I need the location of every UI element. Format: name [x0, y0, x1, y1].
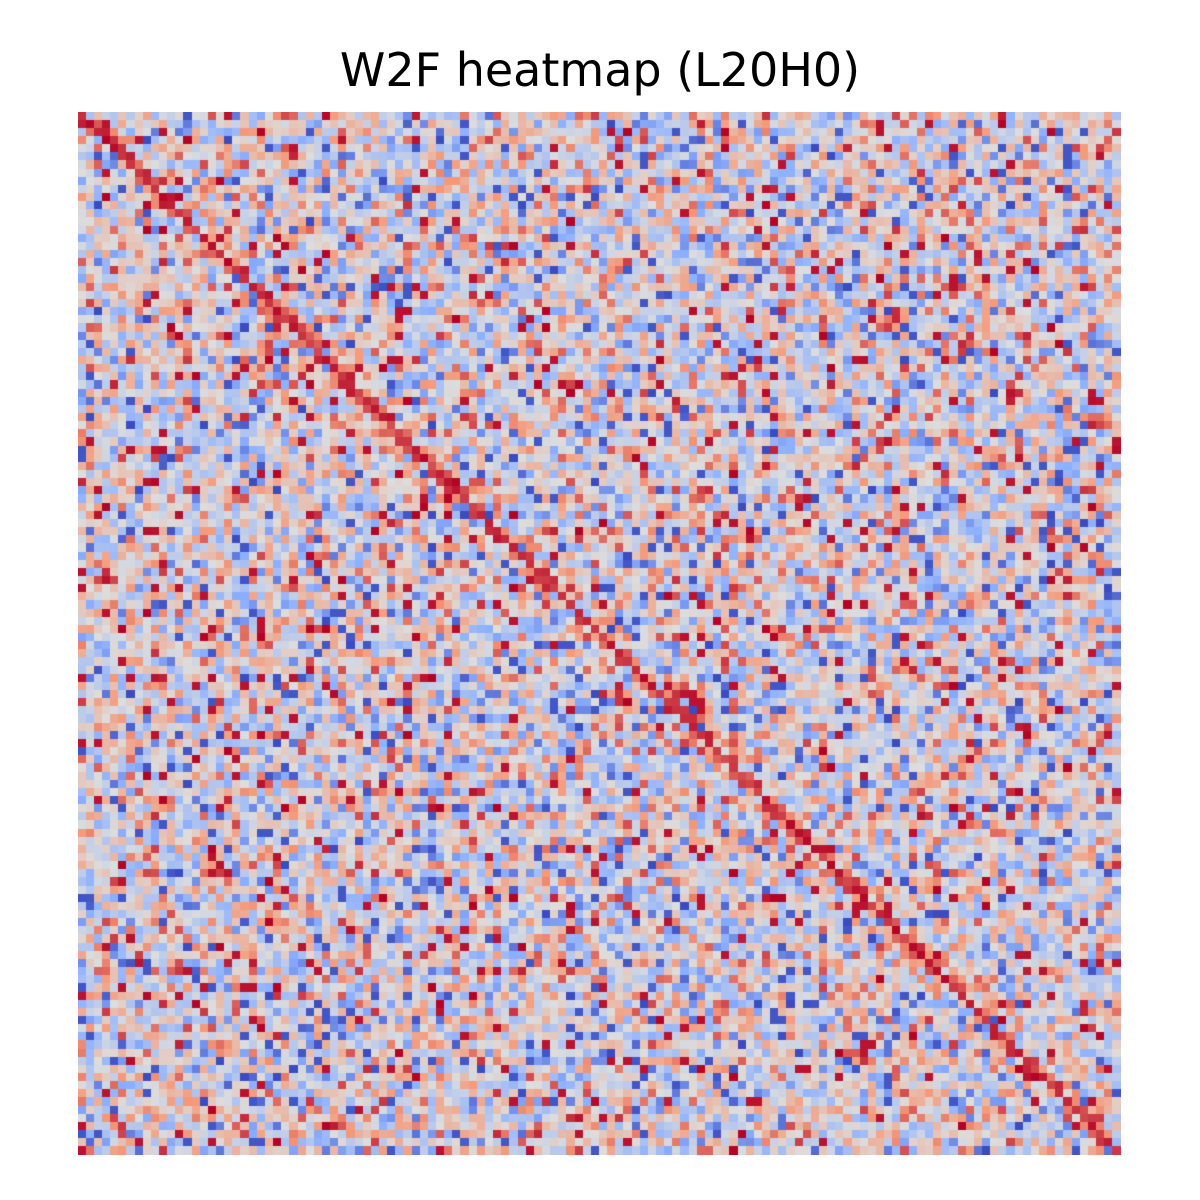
heatmap — [78, 112, 1121, 1155]
chart-title: W2F heatmap (L20H0) — [339, 43, 861, 97]
heatmap-canvas — [78, 112, 1121, 1155]
